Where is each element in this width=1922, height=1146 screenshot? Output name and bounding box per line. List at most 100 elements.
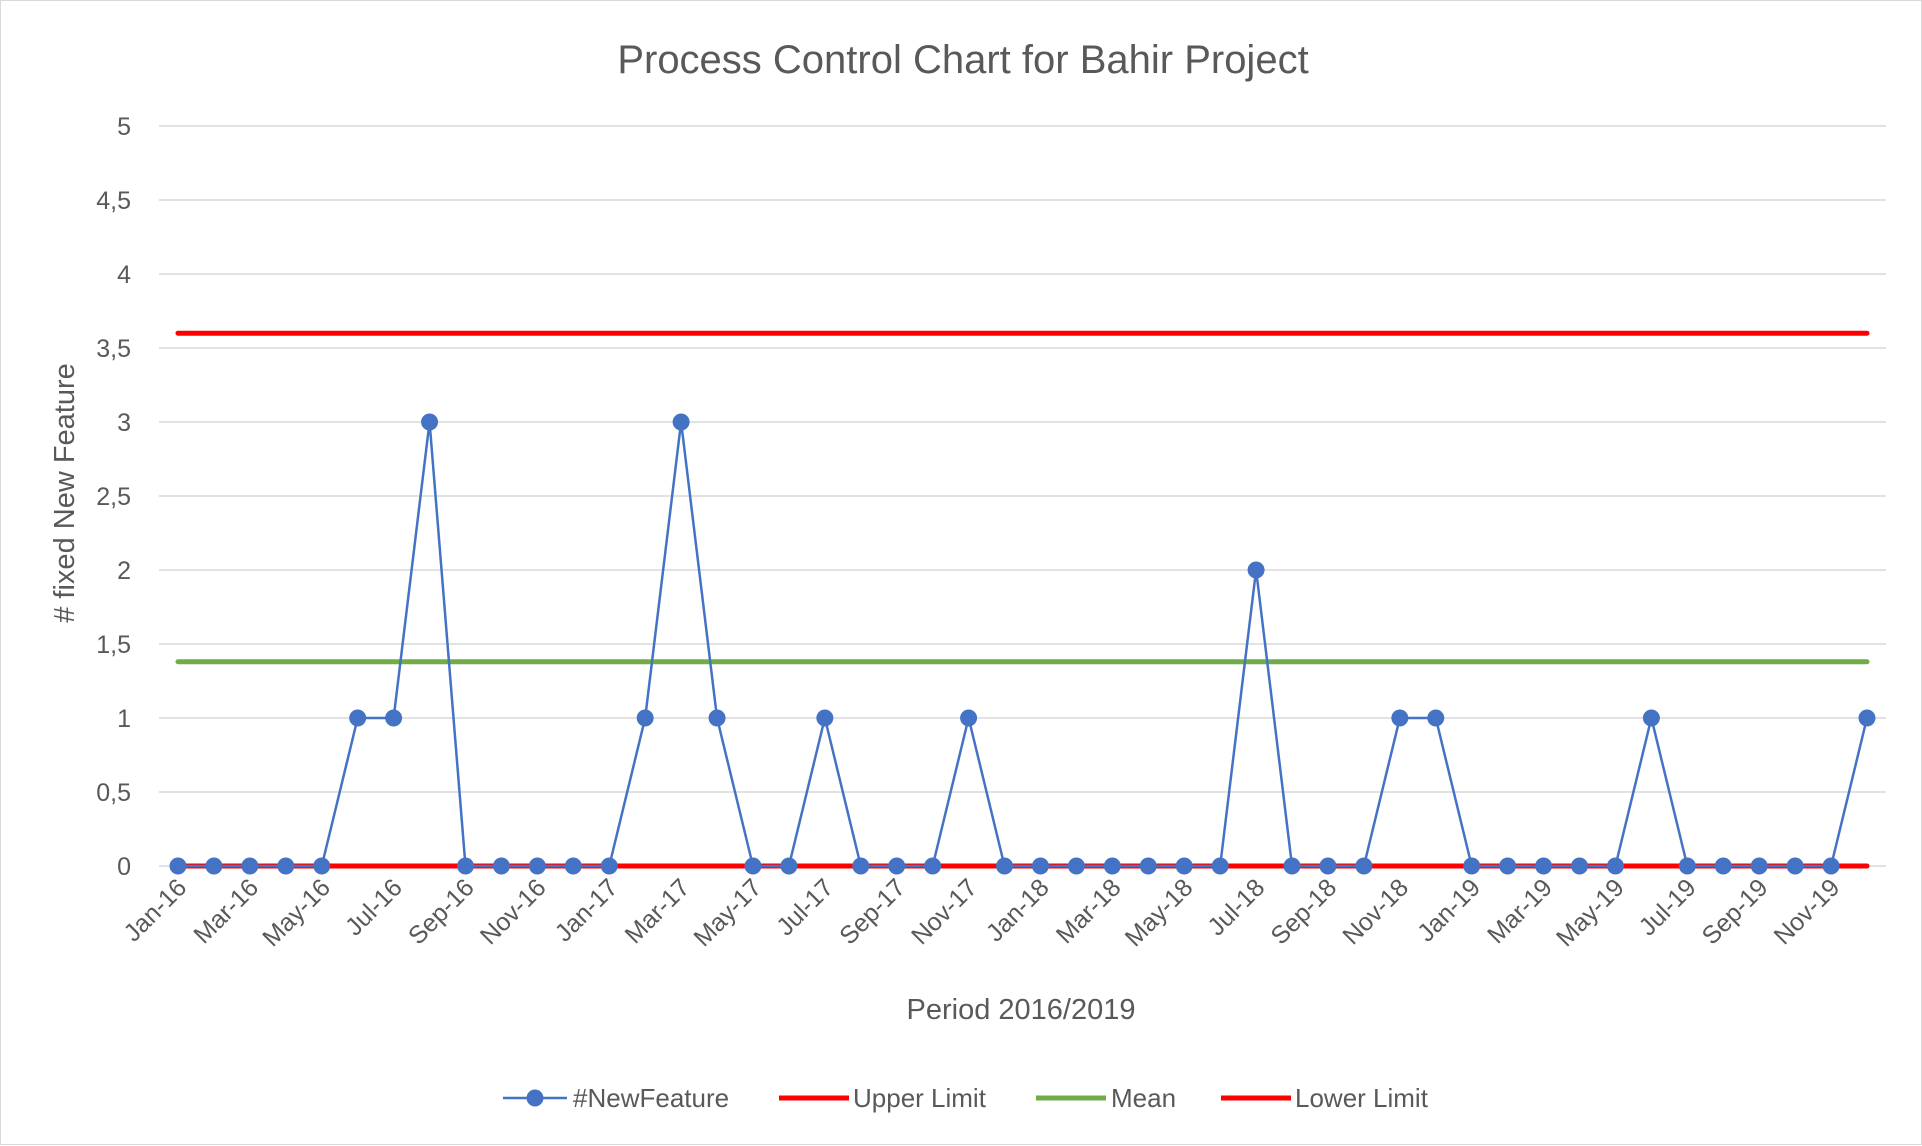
newfeature-point	[1211, 857, 1229, 875]
newfeature-point	[744, 857, 762, 875]
y-axis-title: # fixed New Feature	[49, 363, 81, 623]
legend-item-upper-limit: Upper Limit	[779, 1083, 987, 1113]
newfeature-point	[1319, 857, 1337, 875]
newfeature-point	[1283, 857, 1301, 875]
y-tick-label: 0,5	[96, 779, 131, 807]
newfeature-point	[888, 857, 906, 875]
newfeature-point	[1175, 857, 1193, 875]
y-tick-label: 5	[117, 113, 131, 141]
newfeature-point	[1139, 857, 1157, 875]
x-tick-label: May-16	[257, 873, 336, 952]
chart-title: Process Control Chart for Bahir Project	[617, 38, 1308, 82]
newfeature-point	[564, 857, 582, 875]
newfeature-point	[708, 709, 726, 727]
y-tick-label: 4,5	[96, 187, 131, 215]
x-tick-label: Sep-19	[1697, 873, 1774, 950]
newfeature-point	[1391, 709, 1409, 727]
newfeature-point	[816, 709, 834, 727]
y-tick-label: 1,5	[96, 631, 131, 659]
y-tick-label: 0	[117, 853, 131, 881]
legend: #NewFeature Upper Limit Mean Lower Limit	[503, 1083, 1429, 1113]
x-tick-label: Jan-16	[118, 873, 192, 947]
legend-label: #NewFeature	[573, 1083, 729, 1113]
newfeature-point	[1822, 857, 1840, 875]
control-limit-lines	[175, 330, 1870, 869]
newfeature-point	[169, 857, 187, 875]
y-tick-label: 3	[117, 409, 131, 437]
x-tick-label: Nov-18	[1337, 873, 1414, 950]
x-tick-label: Nov-17	[906, 873, 983, 950]
x-tick-label: May-19	[1551, 873, 1630, 952]
newfeature-point	[1571, 857, 1589, 875]
x-tick-label: Mar-16	[188, 873, 264, 949]
legend-item-lower-limit: Lower Limit	[1221, 1083, 1429, 1113]
newfeature-point	[528, 857, 546, 875]
x-tick-label: Jan-17	[550, 873, 624, 947]
newfeature-point	[421, 413, 439, 431]
newfeature-point	[672, 413, 690, 431]
newfeature-point	[1535, 857, 1553, 875]
gridlines	[159, 125, 1886, 867]
newfeature-point	[1067, 857, 1085, 875]
x-tick-label: Jul-18	[1202, 873, 1270, 941]
newfeature-point	[313, 857, 331, 875]
newfeature-point	[1355, 857, 1373, 875]
newfeature-point	[1247, 561, 1265, 579]
newfeature-point	[456, 857, 474, 875]
newfeature-point	[1678, 857, 1696, 875]
legend-item-mean: Mean	[1036, 1083, 1176, 1113]
newfeature-point	[1499, 857, 1517, 875]
y-tick-label: 1	[117, 705, 131, 733]
legend-label: Lower Limit	[1295, 1083, 1429, 1113]
newfeature-point	[1858, 709, 1876, 727]
newfeature-point	[1463, 857, 1481, 875]
x-axis-title: Period 2016/2019	[907, 994, 1136, 1026]
newfeature-point	[492, 857, 510, 875]
newfeature-point	[241, 857, 259, 875]
x-tick-label: Sep-18	[1265, 873, 1342, 950]
x-tick-label: Sep-17	[834, 873, 911, 950]
newfeature-point	[1786, 857, 1804, 875]
x-tick-label: Mar-19	[1482, 873, 1558, 949]
x-tick-label: Nov-19	[1769, 873, 1846, 950]
newfeature-point	[277, 857, 295, 875]
y-tick-label: 2,5	[96, 483, 131, 511]
y-axis-ticks: 0 0,5 1 1,5 2 2,5 3 3,5 4 4,5 5	[96, 113, 131, 881]
newfeature-point	[1714, 857, 1732, 875]
x-tick-label: Jul-16	[340, 873, 408, 941]
newfeature-point	[996, 857, 1014, 875]
newfeature-point	[1606, 857, 1624, 875]
newfeature-point	[780, 857, 798, 875]
x-tick-label: Sep-16	[403, 873, 480, 950]
newfeature-point	[600, 857, 618, 875]
x-tick-label: Jul-19	[1634, 873, 1702, 941]
y-tick-label: 2	[117, 557, 131, 585]
x-tick-label: Nov-16	[475, 873, 552, 950]
x-tick-label: May-17	[688, 873, 767, 952]
x-tick-label: Jan-18	[981, 873, 1055, 947]
x-tick-label: Mar-18	[1051, 873, 1127, 949]
x-tick-label: May-18	[1120, 873, 1199, 952]
y-tick-label: 4	[117, 261, 131, 289]
newfeature-point	[1103, 857, 1121, 875]
newfeature-point	[1750, 857, 1768, 875]
newfeature-point	[1642, 709, 1660, 727]
x-tick-label: Jan-19	[1412, 873, 1486, 947]
legend-item-newfeature: #NewFeature	[503, 1083, 729, 1113]
legend-swatch-marker	[526, 1089, 544, 1107]
newfeature-point	[205, 857, 223, 875]
newfeature-point	[852, 857, 870, 875]
newfeature-point	[1427, 709, 1445, 727]
x-tick-label: Mar-17	[620, 873, 696, 949]
y-tick-label: 3,5	[96, 335, 131, 363]
x-tick-label: Jul-17	[771, 873, 839, 941]
newfeature-point	[924, 857, 942, 875]
newfeature-point	[636, 709, 654, 727]
series-newfeature	[169, 413, 1876, 875]
newfeature-point	[349, 709, 367, 727]
legend-label: Upper Limit	[853, 1083, 987, 1113]
newfeature-point	[960, 709, 978, 727]
